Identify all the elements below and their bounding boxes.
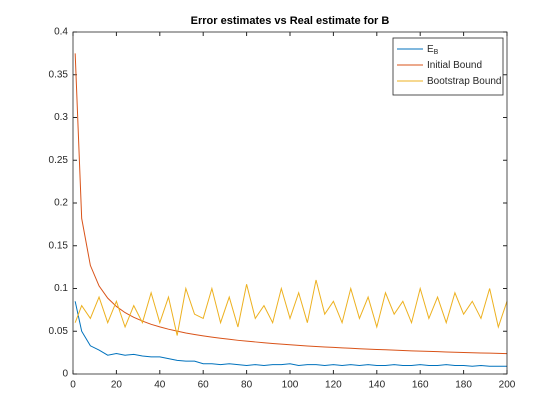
y-tick-label: 0.35 [49, 69, 69, 80]
x-tick-label: 20 [111, 380, 123, 391]
y-tick-label: 0.05 [49, 326, 69, 337]
x-tick-label: 140 [368, 380, 385, 391]
series-line [74, 301, 507, 367]
x-tick-label: 160 [412, 380, 429, 391]
series-line [74, 279, 508, 336]
y-tick-label: 0.2 [54, 198, 68, 209]
series-line [74, 53, 508, 355]
chart-title: Error estimates vs Real estimate for B [191, 15, 390, 27]
y-tick-label: 0 [62, 369, 68, 380]
x-tick-label: 120 [325, 380, 342, 391]
legend-box [392, 37, 504, 96]
x-tick-label: 100 [282, 380, 299, 391]
x-tick-label: 180 [455, 380, 472, 391]
x-tick-label: 200 [499, 380, 516, 391]
legend-label-text: E [427, 44, 434, 55]
legend-label-text: Initial Bound [427, 60, 482, 71]
y-tick-label: 0.1 [54, 283, 68, 294]
y-tick-label: 0.15 [49, 240, 69, 251]
legend-label-subscript: B [434, 49, 439, 56]
y-tick-label: 0.3 [54, 112, 68, 123]
axes-box [72, 31, 508, 375]
x-tick-label: 0 [70, 380, 76, 391]
y-tick-label: 0.25 [49, 155, 69, 166]
legend-label: Initial Bound [427, 60, 482, 71]
x-tick-label: 80 [241, 380, 253, 391]
legend-label: Bootstrap Bound [427, 76, 502, 87]
x-tick-label: 60 [198, 380, 210, 391]
x-tick-label: 40 [154, 380, 166, 391]
legend-label: EB [427, 44, 439, 56]
legend-label-text: Bootstrap Bound [427, 76, 502, 87]
y-tick-label: 0.4 [54, 27, 68, 38]
